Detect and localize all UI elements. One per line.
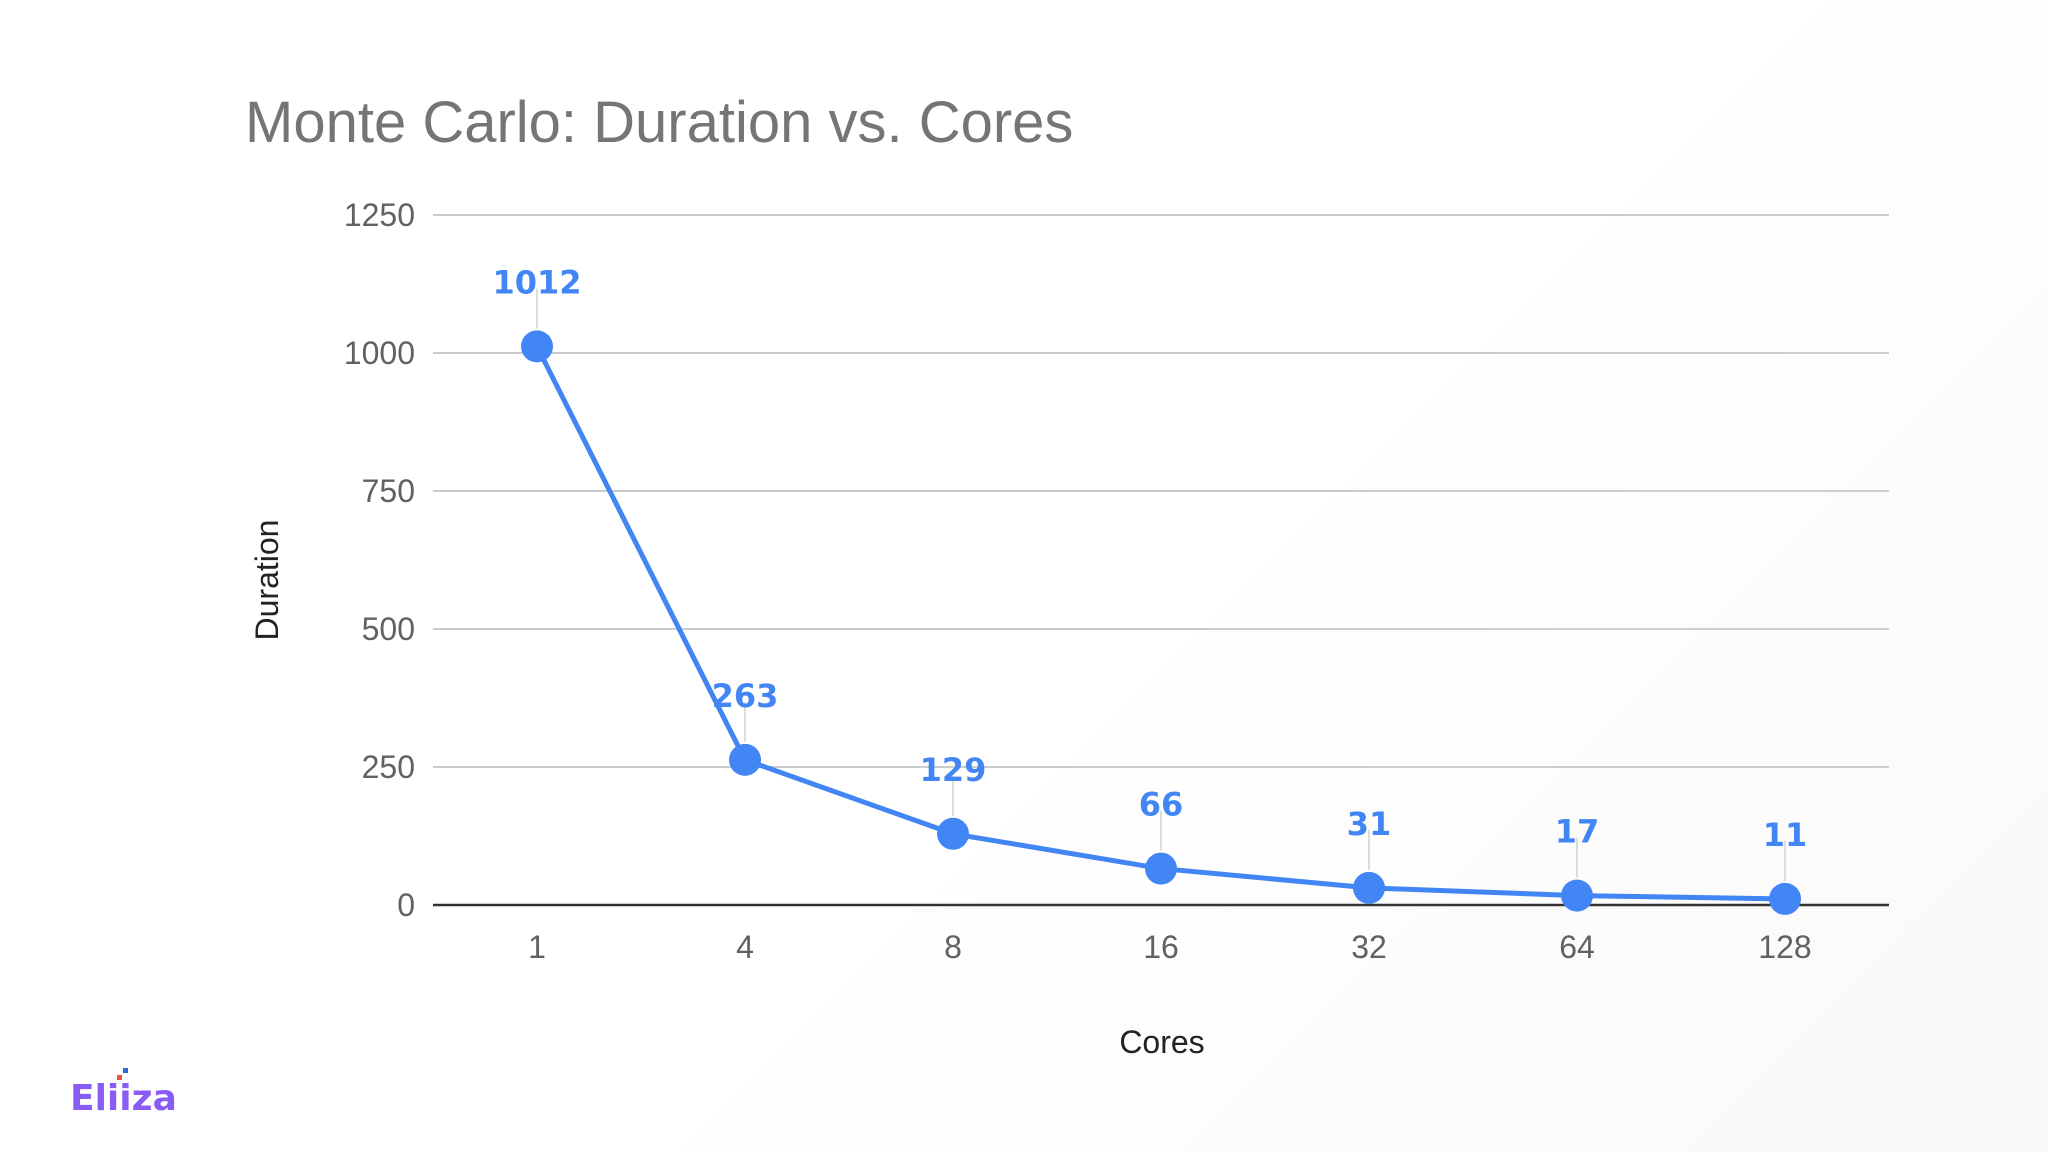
data-label: 17 [1555,813,1600,851]
chart-title: Monte Carlo: Duration vs. Cores [245,90,1073,155]
y-tick-label: 1250 [344,197,415,233]
gridlines [433,214,1889,907]
x-tick-label: 4 [736,929,754,965]
data-label: 263 [712,677,779,715]
y-tick-label: 250 [362,749,415,785]
data-point[interactable] [1561,879,1593,912]
y-tick-label: 1000 [344,335,415,371]
data-label: 66 [1139,786,1184,824]
logo-text: Eliiza [70,1078,177,1116]
logo-dot-red [117,1075,122,1080]
y-tick-label: 500 [362,611,415,647]
x-tick-label: 8 [944,929,962,965]
x-tick-label: 128 [1758,929,1811,965]
data-point[interactable] [1353,871,1385,904]
data-point[interactable] [729,743,761,776]
eliiza-logo: Eliiza [70,1068,177,1116]
data-point[interactable] [937,817,969,850]
logo-dot-blue [123,1068,128,1073]
x-tick-label: 1 [528,929,546,965]
data-points [521,330,1801,915]
data-label: 11 [1763,816,1808,854]
x-tick-label: 64 [1559,929,1595,965]
y-tick-label: 0 [397,887,415,923]
data-labels: 1012 263 129 66 31 17 11 [492,263,1807,854]
y-axis-tick-labels: 0 250 500 750 1000 1250 [344,197,415,923]
y-tick-label: 750 [362,473,415,509]
x-tick-label: 16 [1143,929,1179,965]
data-point[interactable] [1145,852,1177,885]
data-label: 31 [1347,805,1392,843]
y-axis-title: Duration [249,520,285,641]
data-point[interactable] [521,330,553,363]
data-label: 129 [920,751,987,789]
x-axis-tick-labels: 1 4 8 16 32 64 128 [528,929,1812,965]
x-tick-label: 32 [1351,929,1387,965]
x-axis-title: Cores [1119,1024,1204,1060]
data-label: 1012 [492,263,581,301]
data-label-leaders [536,288,1786,881]
data-point[interactable] [1769,882,1801,915]
